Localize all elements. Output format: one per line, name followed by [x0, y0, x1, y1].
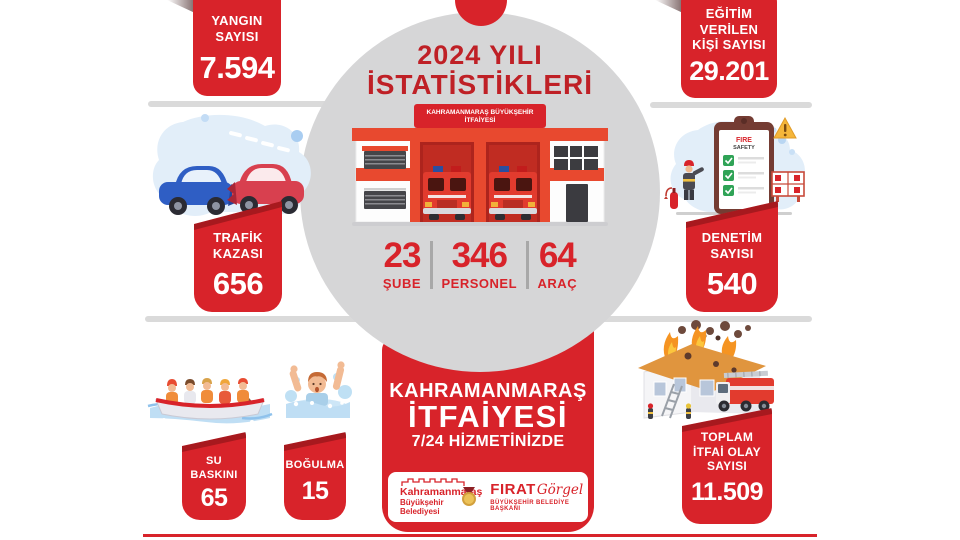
ladder-icon: [661, 383, 683, 419]
stat-card-label: YANGIN SAYISI: [211, 13, 263, 44]
smoke-icon: [678, 320, 751, 341]
stat-card-denetim: DENETİM SAYISI 540: [686, 201, 778, 312]
fire-truck-icon: [716, 370, 774, 412]
clipboard-icon: FIRE SAFETY: [714, 116, 774, 214]
mayor-first-name: FIRAT: [490, 481, 536, 498]
stat-value: 346: [451, 236, 508, 275]
stat-card-egitim: EĞİTİM VERİLEN KİŞİ SAYISI 29.201: [681, 0, 777, 98]
stat-card-value: 7.594: [199, 50, 275, 85]
station-sign: [414, 104, 546, 128]
mayor-title: BÜYÜKŞEHİR BELEDİYE BAŞKANI: [490, 500, 570, 512]
stat-card-label: TOPLAM İTFAİ OLAY SAYISI: [693, 430, 761, 473]
title-line1: 2024 YILI: [417, 40, 543, 70]
badge-corner-shadow: [167, 0, 195, 13]
banner-line3: 7/24 HİZMETİNİZDE: [411, 433, 565, 450]
raised-arm: [289, 370, 302, 392]
stat-separator: [430, 240, 433, 289]
municipality-name: Kahramanmaraş: [400, 486, 483, 498]
cabinet-icon: [771, 171, 805, 202]
window-icon: [653, 381, 667, 397]
stat-card-value: 29.201: [689, 55, 769, 86]
clipboard-text: FIRE: [736, 137, 752, 144]
station-sign-text: KAHRAMANMARAŞ BÜYÜKŞEHİR İTFAİYESİ: [414, 106, 546, 128]
center-stats-row: 23 ŞUBE 346 PERSONEL 64 ARAÇ: [352, 236, 608, 292]
checkbox-icon: [723, 170, 764, 181]
firefighter-icon: [683, 160, 704, 200]
mayor-last-name: Görgel: [536, 482, 584, 498]
footer-logo-box: Kahramanmaraş Büyükşehir Belediyesi FIRA…: [388, 472, 588, 522]
banner-line2: İTFAİYESİ: [408, 399, 568, 434]
stat-card-label: EĞİTİM VERİLEN KİŞİ SAYISI: [692, 6, 766, 52]
banner-line1: KAHRAMANMARAŞ: [389, 380, 587, 402]
door-icon: [566, 184, 588, 222]
stat-card-label: SU BASKINI: [190, 455, 238, 481]
rescue-boat-illustration: [147, 378, 273, 427]
passenger-icon: [201, 378, 213, 403]
firefighter-icon: [647, 403, 692, 419]
checkbox-icon: [723, 155, 764, 166]
sign-line2: İTFAİYESİ: [464, 117, 496, 124]
fire-truck-icon: [489, 166, 537, 220]
stat-card-value: 15: [301, 476, 329, 505]
clipboard-text: SAFETY: [733, 145, 755, 151]
stat-personel: 346 PERSONEL: [433, 236, 527, 292]
divider-top-left: [148, 101, 396, 107]
divider-top-right: [650, 102, 812, 108]
title-line2: İSTATİSTİKLERİ: [366, 69, 594, 100]
passenger-icon: [184, 379, 196, 404]
stat-card-value: 11.509: [690, 477, 764, 506]
stat-card-label: BOĞULMA: [285, 459, 345, 471]
stat-card-value: 540: [706, 266, 758, 301]
rescuer-icon: [166, 379, 178, 405]
stat-label: ARAÇ: [537, 276, 578, 291]
rescuer-icon: [237, 378, 249, 403]
mayor-signature: FIRATGörgel BÜYÜKŞEHİR BELEDİYE BAŞKANI: [482, 482, 583, 512]
stat-label: ŞUBE: [382, 276, 422, 291]
boat-stripe: [155, 398, 265, 408]
stat-separator: [526, 240, 529, 289]
stat-value: 64: [538, 236, 577, 275]
stat-card-yangin: YANGIN SAYISI 7.594: [193, 0, 281, 96]
sign-line1: KAHRAMANMARAŞ BÜYÜKŞEHİR: [426, 109, 534, 116]
drowning-person-illustration: [285, 361, 352, 418]
stat-card-label: TRAFİK KAZASI: [212, 230, 264, 261]
stat-label: PERSONEL: [441, 276, 518, 291]
stat-card-su-baskini: SU BASKINI 65: [182, 432, 246, 520]
badge-corner-shadow: [655, 0, 683, 13]
blue-car-icon: [159, 166, 238, 215]
stat-value: 23: [383, 236, 421, 275]
medal-icon: [462, 487, 477, 506]
window-icon: [554, 146, 598, 170]
fire-station-illustration: [352, 104, 608, 226]
raised-arm: [332, 366, 345, 390]
stat-arac: 64 ARAÇ: [529, 236, 587, 292]
page-title: 2024 YILI İSTATİSTİKLERİ: [320, 40, 640, 100]
window-icon: [362, 146, 408, 209]
municipality-name2: Büyükşehir Belediyesi: [400, 498, 444, 516]
stat-card-value: 656: [212, 266, 264, 301]
fire-extinguisher-icon: [664, 187, 678, 209]
stat-card-toplam: TOPLAM İTFAİ OLAY SAYISI 11.509: [682, 408, 772, 524]
stat-sube: 23 ŞUBE: [374, 236, 430, 292]
burning-house-fire-truck-illustration: [638, 320, 774, 419]
stat-card-label: DENETİM SAYISI: [701, 230, 763, 261]
hair: [308, 372, 327, 382]
stat-card-value: 65: [200, 484, 228, 512]
stat-card-bogulma: BOĞULMA 15: [284, 432, 346, 520]
fire-truck-icon: [423, 166, 471, 220]
rescuer-icon: [219, 379, 231, 404]
bottom-accent-line: [143, 534, 817, 537]
head: [308, 375, 326, 393]
crenellation-icon: [401, 478, 465, 486]
window-icon: [699, 379, 715, 397]
checkbox-icon: [723, 185, 764, 196]
municipality-logo: Kahramanmaraş Büyükşehir Belediyesi: [400, 478, 482, 516]
warning-triangle-icon: [773, 116, 797, 139]
